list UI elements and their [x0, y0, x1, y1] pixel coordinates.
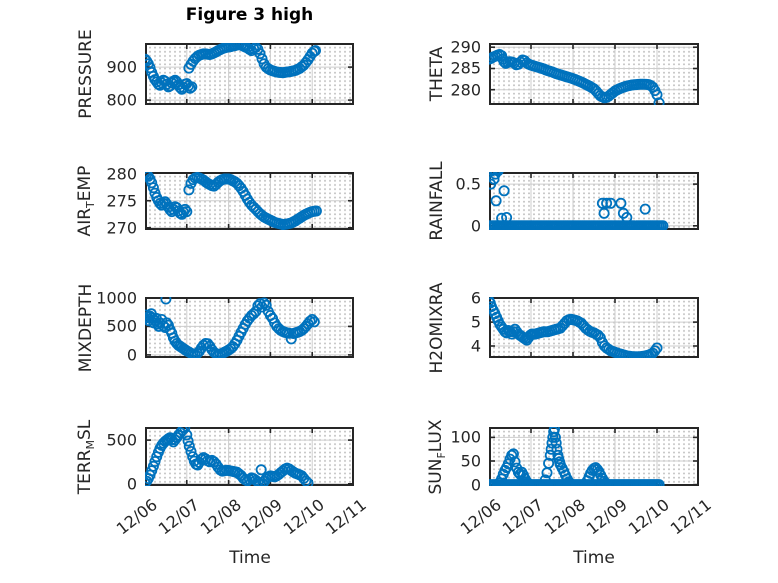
scatter-points	[145, 43, 321, 95]
plot-background	[489, 172, 699, 230]
x-axis-label-left: Time	[229, 548, 271, 568]
x-tick-label: 12/09	[238, 495, 287, 539]
scatter-points	[145, 297, 320, 358]
scatter-points	[145, 427, 314, 486]
y-tick-label: 0	[126, 345, 137, 365]
x-tick-label: 12/06	[112, 495, 161, 539]
x-tick-label: 12/07	[498, 495, 547, 539]
plot-area	[489, 427, 699, 486]
scatter-points	[489, 297, 663, 358]
y-tick-label: 100	[450, 427, 481, 447]
y-tick-label: 285	[450, 58, 481, 78]
y-tick-label: 270	[106, 218, 137, 238]
tick-marks	[489, 44, 699, 104]
y-tick-label: 0	[470, 216, 481, 236]
y-tick-label: 1000	[96, 288, 137, 308]
axes-frame	[489, 297, 699, 358]
y-tick-label: 275	[106, 191, 137, 211]
x-tick-label: 12/07	[154, 495, 203, 539]
x-tick-label: 12/08	[196, 495, 245, 539]
scatter-points	[489, 49, 665, 105]
axes-frame	[145, 172, 354, 230]
x-tick-label: 12/08	[540, 495, 589, 539]
x-tick-label: 12/10	[279, 495, 328, 539]
y-tick-label: 290	[450, 37, 481, 57]
tick-marks	[489, 173, 699, 229]
y-tick-label: 4	[470, 336, 481, 356]
subplot-air-temp: AIRTEMP 270 275 280	[75, 164, 354, 237]
x-tick-label: 12/10	[624, 495, 673, 539]
y-tick-label: 900	[106, 57, 137, 77]
x-axis-label-right: Time	[573, 548, 615, 568]
plot-area	[489, 172, 699, 230]
plot-area	[489, 297, 699, 358]
y-tick-label: 280	[450, 80, 481, 100]
y-tick-label: 280	[106, 164, 137, 184]
x-tick-label: 12/06	[456, 495, 505, 539]
subplot-terr-msl: TERRMSL 0 500 12/06 12/07 12/08 12/09 12/10 12/1…	[75, 419, 370, 538]
scatter-points	[489, 172, 669, 230]
y-tick-label: 50	[460, 451, 481, 471]
plot-area	[145, 172, 354, 230]
subplot-sun-flux: SUNFLUX 0 50 100 12/06 12/07 12/08 12/09 12/10 12…	[426, 419, 715, 538]
subplot-rainfall: RAINFALL 0 0.5	[427, 161, 699, 241]
x-tick-label: 12/11	[666, 495, 715, 539]
y-tick-label: 500	[106, 430, 137, 450]
x-tick-label: 12/11	[321, 495, 370, 539]
y-tick-label: 6	[470, 288, 481, 308]
y-tick-label: 800	[106, 90, 137, 110]
plot-area	[145, 43, 354, 105]
plot-area	[489, 43, 699, 105]
subplot-h2omixra: H2OMIXRA 4 5 6	[427, 282, 699, 373]
subplot-theta: THETA 280 285 290	[427, 38, 699, 105]
subplot-mixdepth: MIXDEPTH 0 500 1000	[76, 283, 354, 372]
major-grid	[490, 428, 698, 485]
axes-frame	[145, 297, 354, 358]
subplot-pressure: PRESSURE 800 900	[76, 29, 354, 119]
axes-frame	[145, 43, 354, 105]
figure-title: Figure 3 high	[185, 5, 314, 25]
scatter-points	[489, 427, 665, 486]
scatter-points	[145, 172, 322, 230]
axes-frame	[489, 43, 699, 105]
y-tick-label: 0	[470, 475, 481, 495]
x-tick-label: 12/09	[582, 495, 631, 539]
plot-area	[145, 427, 354, 486]
y-tick-label: 5	[470, 312, 481, 332]
major-grid	[146, 44, 353, 104]
y-tick-label: 500	[106, 316, 137, 336]
plot-area	[145, 297, 354, 358]
y-tick-label: 0.5	[455, 174, 481, 194]
y-tick-label: 0	[126, 474, 137, 494]
